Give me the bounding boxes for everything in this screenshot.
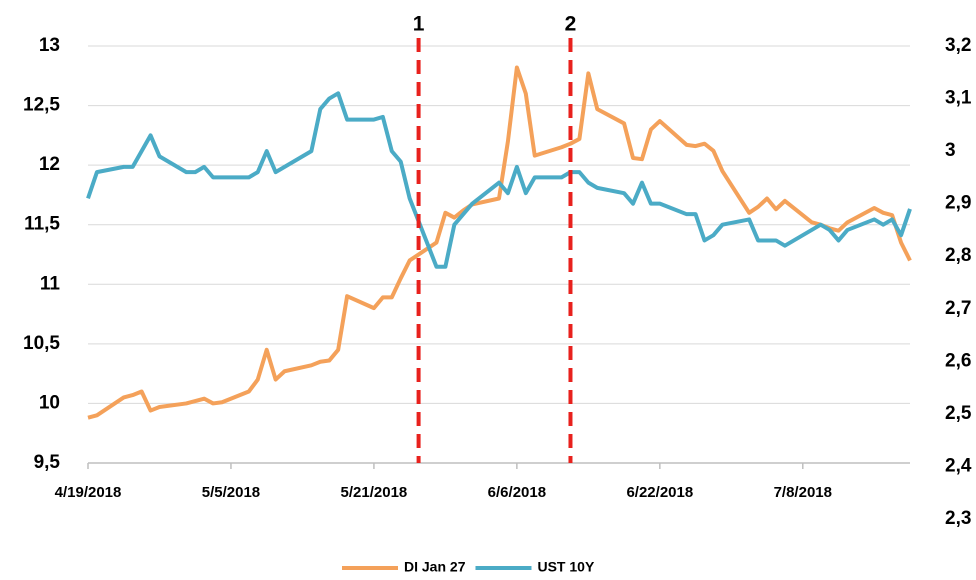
y2-tick-label: 2,6 — [945, 350, 971, 371]
y2-tick-label: 2,8 — [945, 245, 971, 266]
series-line — [87, 65, 912, 420]
y-tick-label: 10 — [39, 392, 60, 413]
y-tick-label: 12 — [39, 154, 60, 175]
series-line — [86, 91, 912, 269]
y-tick-label: 9,5 — [34, 452, 61, 473]
legend-label: UST 10Y — [537, 559, 594, 575]
x-tick-label: 5/21/2018 — [341, 484, 408, 501]
x-tick-label: 6/6/2018 — [488, 484, 546, 501]
y-tick-label: 11 — [40, 273, 61, 294]
annotation-label: 1 — [413, 13, 425, 36]
x-tick-label: 6/22/2018 — [626, 484, 693, 501]
y2-tick-label: 3 — [945, 140, 956, 161]
y2-tick-label: 2,7 — [945, 298, 971, 319]
legend-label: DI Jan 27 — [404, 559, 466, 575]
y2-tick-label: 2,9 — [945, 193, 971, 214]
y-tick-label: 12,5 — [23, 95, 60, 116]
y2-tick-label: 2,5 — [945, 403, 972, 424]
y2-tick-label: 3,2 — [945, 35, 971, 56]
y2-tick-label: 2,3 — [945, 508, 971, 529]
annotation-label: 2 — [565, 13, 577, 36]
y-tick-label: 13 — [39, 35, 60, 56]
y-tick-label: 10,5 — [23, 333, 60, 354]
y2-tick-label: 2,4 — [945, 455, 972, 476]
y-tick-label: 11,5 — [24, 214, 60, 235]
x-tick-label: 5/5/2018 — [202, 484, 260, 501]
x-tick-label: 4/19/2018 — [55, 484, 122, 501]
y2-tick-label: 3,1 — [945, 88, 972, 109]
x-tick-label: 7/8/2018 — [774, 484, 832, 501]
